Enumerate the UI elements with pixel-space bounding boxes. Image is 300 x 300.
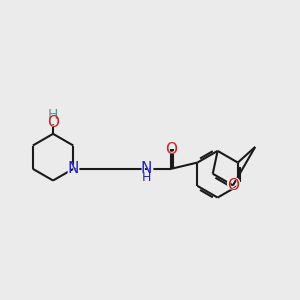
Text: O: O xyxy=(165,142,177,157)
Text: O: O xyxy=(47,115,59,130)
Text: H: H xyxy=(142,171,151,184)
Text: H: H xyxy=(46,106,60,124)
Text: N: N xyxy=(141,161,152,176)
Text: O: O xyxy=(163,140,178,158)
Text: N: N xyxy=(66,160,81,178)
Text: H: H xyxy=(140,170,153,185)
Text: H: H xyxy=(48,108,58,122)
Text: N: N xyxy=(68,161,79,176)
Text: N: N xyxy=(139,160,154,178)
Text: O: O xyxy=(225,176,241,194)
Text: O: O xyxy=(45,113,61,131)
Text: O: O xyxy=(227,178,239,193)
